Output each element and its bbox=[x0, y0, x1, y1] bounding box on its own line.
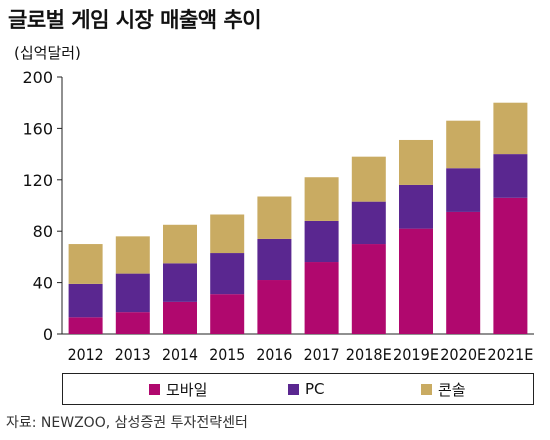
bar-mobile-2012 bbox=[68, 317, 103, 334]
legend-label-pc: PC bbox=[305, 380, 325, 398]
bar-console-2021E bbox=[493, 102, 528, 155]
unit-label: (십억달러) bbox=[14, 44, 81, 62]
legend-item-console: 콘솔 bbox=[421, 374, 466, 404]
legend-label-console: 콘솔 bbox=[438, 380, 466, 399]
bar-pc-2013 bbox=[115, 273, 150, 313]
bar-pc-2017 bbox=[304, 220, 339, 263]
x-tick-label-2016: 2016 bbox=[256, 345, 292, 364]
chart-legend: 모바일 PC 콘솔 bbox=[62, 373, 534, 405]
bar-console-2015 bbox=[210, 214, 245, 254]
bar-console-2019E bbox=[399, 139, 433, 185]
bar-pc-2016 bbox=[257, 238, 292, 281]
bar-mobile-2016 bbox=[257, 280, 292, 334]
bar-mobile-2017 bbox=[304, 262, 339, 334]
bar-mobile-2019E bbox=[399, 228, 433, 334]
y-tick-label-4: 160 bbox=[22, 119, 53, 138]
bar-mobile-2021E bbox=[493, 197, 528, 334]
bar-pc-2012 bbox=[68, 283, 103, 318]
x-tick-label-2012: 2012 bbox=[68, 345, 104, 364]
bar-console-2012 bbox=[68, 244, 103, 284]
source-note: 자료: NEWZOO, 삼성증권 투자전략센터 bbox=[6, 415, 248, 431]
bar-mobile-2015 bbox=[210, 294, 245, 334]
bar-console-2016 bbox=[257, 196, 292, 239]
x-tick-label-2015: 2015 bbox=[209, 345, 245, 364]
legend-label-mobile: 모바일 bbox=[166, 380, 208, 399]
legend-item-pc: PC bbox=[288, 374, 325, 404]
bar-mobile-2013 bbox=[115, 312, 150, 334]
x-tick-label-2017: 2017 bbox=[304, 345, 340, 364]
bar-console-2018E bbox=[351, 156, 386, 202]
bar-console-2013 bbox=[115, 236, 150, 274]
y-tick-label-0: 0 bbox=[43, 325, 53, 344]
x-tick-label-2020E: 2020E bbox=[440, 345, 486, 364]
y-tick-label-2: 80 bbox=[33, 222, 53, 241]
x-tick-label-2021E: 2021E bbox=[487, 345, 533, 364]
bar-console-2020E bbox=[446, 120, 481, 169]
x-tick-label-2014: 2014 bbox=[162, 345, 198, 364]
bar-console-2017 bbox=[304, 177, 339, 221]
x-tick-label-2013: 2013 bbox=[115, 345, 151, 364]
bar-pc-2015 bbox=[210, 253, 245, 295]
y-tick-label-1: 40 bbox=[33, 274, 53, 293]
bar-pc-2014 bbox=[163, 263, 197, 302]
legend-item-mobile: 모바일 bbox=[149, 374, 207, 404]
bar-pc-2019E bbox=[399, 184, 433, 229]
x-tick-label-2018E: 2018E bbox=[346, 345, 392, 364]
legend-swatch-console bbox=[421, 383, 432, 395]
legend-swatch-pc bbox=[288, 383, 299, 395]
x-tick-label-2019E: 2019E bbox=[393, 345, 439, 364]
y-tick-label-3: 120 bbox=[22, 171, 53, 190]
bar-mobile-2014 bbox=[163, 301, 197, 334]
y-tick-label-5: 200 bbox=[22, 68, 53, 87]
chart-title: 글로벌 게임 시장 매출액 추이 bbox=[8, 8, 262, 32]
bar-pc-2020E bbox=[446, 168, 481, 212]
bar-mobile-2018E bbox=[351, 244, 386, 334]
stacked-bar-chart: 0 40 80 120 160 200 2012 2013 2014 2015 2016 2017 20… bbox=[22, 68, 534, 364]
legend-swatch-mobile bbox=[149, 383, 160, 395]
bar-console-2014 bbox=[163, 224, 197, 264]
bar-mobile-2020E bbox=[446, 211, 481, 334]
bar-pc-2021E bbox=[493, 154, 528, 198]
bar-pc-2018E bbox=[351, 201, 386, 245]
